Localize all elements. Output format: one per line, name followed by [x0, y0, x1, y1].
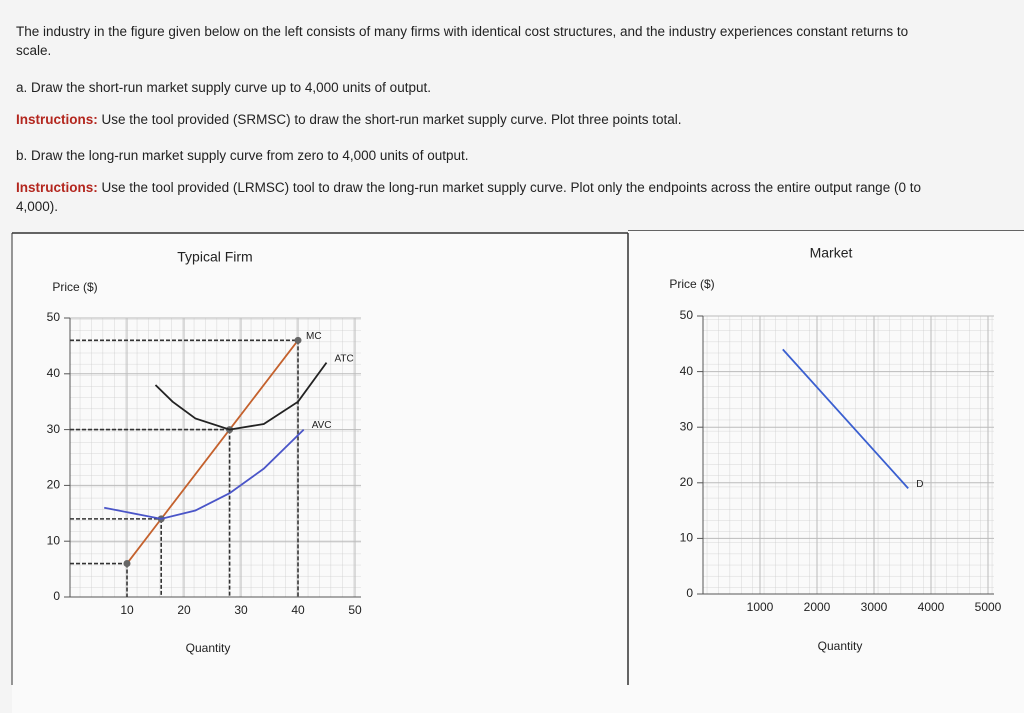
y-tick-label: 20 [680, 475, 694, 489]
y-tick-label: 30 [680, 419, 694, 433]
series-line [126, 339, 299, 565]
chart-title: Market [810, 245, 853, 261]
y-tick-label: 0 [686, 586, 693, 600]
x-tick-label: 2000 [804, 600, 831, 614]
series-label: D [916, 479, 923, 490]
y-tick-label: 0 [53, 589, 60, 603]
y-tick-label: 10 [680, 531, 694, 545]
minor-grid [703, 316, 994, 594]
x-tick-label: 3000 [861, 600, 888, 614]
part-a: a. Draw the short-run market supply curv… [16, 80, 431, 95]
x-tick-label: 30 [234, 603, 248, 617]
series-label: AVC [312, 420, 332, 431]
series-label: MC [306, 331, 322, 342]
x-tick-label: 4000 [918, 600, 945, 614]
charts: Typical Firm Price ($) Quantity 0 10 20 30 40 50… [11, 230, 1024, 713]
x-tick-label: 20 [177, 603, 191, 617]
y-tick-label: 30 [47, 422, 61, 436]
part-a-instructions: Instructions: Use the tool provided (SRM… [16, 110, 936, 129]
part-b: b. Draw the long-run market supply curve… [16, 148, 469, 163]
x-tick-label: 50 [348, 603, 362, 617]
series-label: ATC [335, 353, 354, 364]
instructions-label: Instructions: [16, 112, 98, 127]
x-tick-label: 1000 [747, 600, 774, 614]
series-line [104, 428, 305, 520]
x-tick-label: 10 [120, 603, 134, 617]
series-line [782, 348, 909, 489]
part-b-instructions: Instructions: Use the tool provided (LRM… [16, 178, 936, 216]
y-tick-label: 40 [47, 366, 61, 380]
y-tick-label: 50 [680, 308, 694, 322]
y-tick-label: 20 [47, 478, 61, 492]
y-tick-label: 40 [680, 364, 694, 378]
series-line [154, 362, 328, 431]
chart-title: Typical Firm [177, 249, 252, 265]
minor-grid [70, 318, 361, 597]
instructions-text: Use the tool provided (LRMSC) tool to dr… [16, 180, 921, 214]
point [123, 560, 131, 568]
y-axis-label: Price ($) [669, 277, 714, 291]
x-tick-label: 40 [291, 603, 305, 617]
y-tick-label: 10 [47, 533, 61, 547]
y-tick-label: 50 [47, 310, 61, 324]
x-axis-label: Quantity [186, 641, 231, 655]
intro-text: The industry in the figure given below o… [16, 24, 909, 58]
x-axis-label: Quantity [818, 639, 863, 653]
instructions-text: Use the tool provided (SRMSC) to draw th… [101, 112, 682, 127]
instructions-label: Instructions: [16, 180, 98, 195]
y-axis-label: Price ($) [52, 280, 97, 294]
point [294, 336, 302, 344]
x-tick-label: 5000 [975, 600, 1002, 614]
